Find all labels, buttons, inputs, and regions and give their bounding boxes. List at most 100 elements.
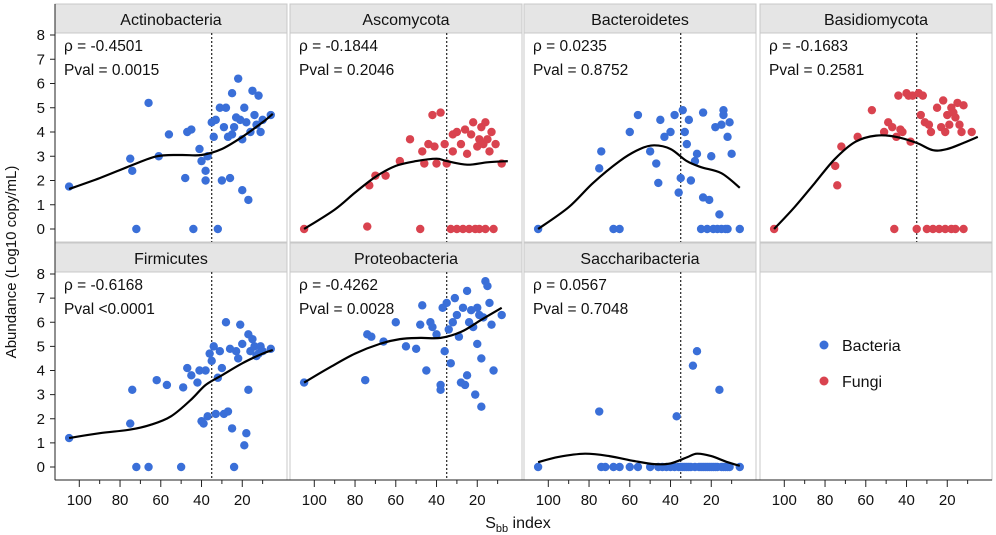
legend-label-fungi: Fungi	[842, 374, 882, 391]
data-point	[240, 441, 249, 450]
panel-frame	[759, 242, 993, 481]
data-point	[248, 86, 257, 95]
data-point	[473, 303, 482, 312]
data-point	[452, 127, 462, 137]
data-point	[252, 120, 261, 129]
x-tick-label: 80	[112, 492, 129, 509]
x-tick-label: 80	[581, 492, 598, 509]
data-point	[682, 139, 692, 149]
data-point	[233, 354, 243, 363]
data-point	[420, 159, 429, 168]
facet-strip	[759, 3, 993, 34]
data-point	[959, 224, 968, 234]
data-point	[187, 125, 196, 134]
plot-frame	[759, 32, 993, 243]
y-tick-label: 6	[37, 76, 45, 93]
data-point	[244, 195, 253, 205]
data-point	[195, 366, 204, 375]
data-point	[688, 361, 698, 370]
data-point	[483, 135, 492, 144]
data-point	[609, 224, 618, 234]
data-point	[428, 322, 437, 332]
data-point	[128, 166, 137, 175]
panel-firmicutes: Firmicutes ρ = -0.6168 Pval <0.0001	[64, 251, 275, 480]
data-point	[144, 462, 153, 472]
panel-ascomycota: Ascomycota ρ = -0.1844 Pval = 0.2046	[299, 12, 508, 242]
data-point	[489, 224, 498, 234]
data-point	[676, 173, 685, 183]
pval-annotation: Pval = 0.2046	[299, 62, 394, 79]
legend-item-bacteria[interactable]: Bacteria	[819, 338, 901, 355]
data-point	[660, 132, 669, 142]
data-point	[178, 383, 188, 392]
data-point	[229, 122, 239, 132]
data-point	[945, 120, 954, 129]
y-axis-title: Abundance (Log10 copy/mL)	[3, 166, 20, 359]
data-point	[444, 325, 453, 334]
data-point	[244, 385, 253, 394]
data-point	[436, 385, 445, 394]
data-point	[595, 164, 604, 173]
rho-annotation: ρ = 0.0235	[533, 38, 607, 55]
data-point	[609, 462, 618, 472]
data-point	[201, 166, 210, 175]
data-point	[405, 135, 415, 144]
y-tick-label: 1	[37, 197, 45, 214]
facet-title: Proteobacteria	[354, 251, 458, 268]
data-point	[918, 91, 928, 100]
data-point	[256, 127, 265, 137]
smooth-curve	[537, 452, 741, 467]
panel-frame	[54, 242, 288, 481]
data-point	[475, 224, 484, 234]
data-point	[452, 224, 462, 234]
data-point	[941, 127, 950, 137]
data-point	[684, 115, 694, 125]
y-tick-label: 0	[37, 221, 45, 238]
data-point	[209, 342, 218, 351]
panel-basidiomycota: Basidiomycota ρ = -0.1683 Pval = 0.2581	[769, 12, 979, 242]
data-point	[217, 363, 227, 373]
data-point	[181, 173, 190, 183]
x-tick-label: 40	[662, 492, 679, 509]
smooth-curve	[68, 348, 274, 440]
x-axis-title: Sbb index	[485, 515, 551, 535]
plot-frame	[523, 32, 757, 243]
data-point	[951, 224, 960, 234]
data-point	[719, 110, 728, 120]
rho-annotation: ρ = -0.6168	[64, 277, 143, 294]
data-point	[152, 375, 161, 385]
data-point	[959, 101, 968, 110]
data-point	[64, 182, 74, 191]
data-point	[692, 149, 702, 159]
smooth-curve	[68, 112, 274, 191]
data-point	[242, 118, 251, 127]
data-point	[381, 171, 390, 180]
data-point	[625, 462, 634, 472]
data-point	[176, 462, 186, 472]
x-tick-label: 60	[857, 492, 874, 509]
data-point	[448, 147, 458, 156]
data-point	[416, 224, 425, 234]
panel-frame	[289, 3, 523, 243]
data-point	[625, 127, 634, 137]
data-point	[440, 139, 449, 149]
pval-annotation: Pval = 0.0015	[64, 62, 159, 79]
data-point	[225, 173, 235, 183]
data-point	[725, 462, 734, 472]
y-tick-label: 7	[37, 51, 45, 68]
y-tick-label: 1	[37, 435, 45, 452]
data-point	[223, 407, 233, 416]
legend-item-fungi[interactable]: Fungi	[819, 374, 883, 391]
data-point	[633, 110, 643, 120]
facet-strip	[523, 242, 757, 273]
data-point	[240, 103, 249, 112]
data-point	[702, 224, 712, 234]
data-point	[464, 224, 474, 234]
data-point	[678, 105, 687, 115]
data-point	[666, 127, 675, 137]
data-point	[418, 301, 427, 310]
data-point	[436, 108, 445, 117]
data-point	[705, 195, 714, 205]
data-point	[132, 462, 141, 472]
